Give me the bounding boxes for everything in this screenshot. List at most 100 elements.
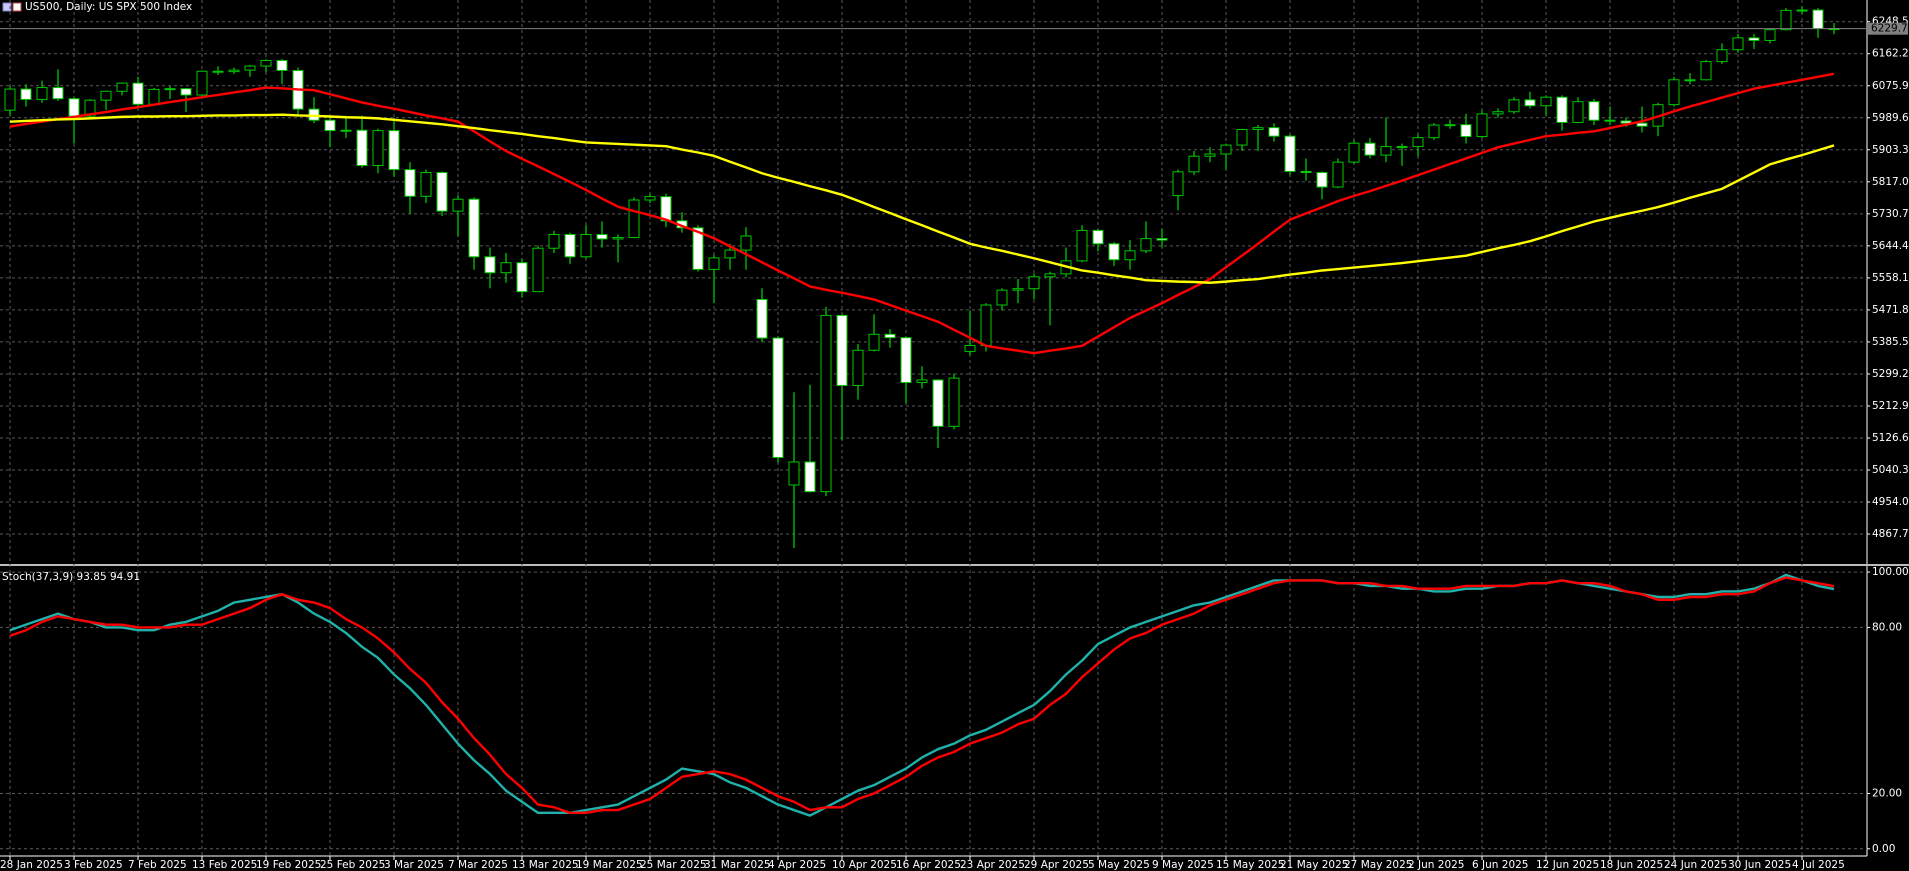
x-tick-label: 28 Jan 2025 [0, 859, 63, 871]
candle-body [1236, 128, 1248, 146]
candle-body [276, 59, 288, 71]
y-tick-label: 5385.5 [1872, 336, 1909, 348]
candle-body [340, 129, 352, 132]
x-tick-label: 2 Jun 2025 [1408, 859, 1464, 871]
candle-body [20, 88, 32, 100]
candle-body [1668, 79, 1680, 106]
candle-body [868, 333, 880, 351]
y-tick-label: 5644.4 [1872, 240, 1909, 252]
candle-body [1700, 61, 1712, 81]
chart-title: US500, Daily: US SPX 500 Index [25, 1, 192, 13]
x-tick-label: 7 Feb 2025 [128, 859, 187, 871]
candle-body [1604, 119, 1616, 122]
symbol-icon [2, 2, 12, 12]
x-tick-label: 25 Mar 2025 [640, 859, 707, 871]
candle-body [1284, 135, 1296, 172]
candle-body [788, 461, 800, 486]
candle-body [996, 289, 1008, 306]
candle-body [644, 196, 656, 201]
x-tick-label: 13 Mar 2025 [512, 859, 579, 871]
candle-body [1748, 37, 1760, 41]
x-tick-label: 18 Jun 2025 [1600, 859, 1663, 871]
candle-body [1172, 171, 1184, 197]
candle-body [84, 99, 96, 117]
x-tick-label: 3 Feb 2025 [64, 859, 123, 871]
candle-body [260, 59, 272, 67]
candle-body [628, 199, 640, 238]
candle-body [1348, 142, 1360, 163]
candle-body [1796, 9, 1808, 12]
candle-body [436, 172, 448, 212]
candle-body [1684, 79, 1696, 82]
candle-body [1812, 9, 1824, 30]
candle-body [1460, 124, 1472, 138]
candle-body [1332, 161, 1344, 188]
y-tick-label: 5558.1 [1872, 272, 1909, 284]
candle-body [1140, 238, 1152, 252]
x-tick-label: 4 Apr 2025 [768, 859, 826, 871]
chart-icon [12, 2, 22, 12]
candle-body [388, 130, 400, 171]
candle-body [1476, 113, 1488, 138]
candle-body [1092, 229, 1104, 245]
candle-body [1364, 142, 1376, 156]
candle-body [596, 234, 608, 240]
y-tick-label: 5817.0 [1872, 176, 1909, 188]
candle-body [1300, 170, 1312, 174]
candle-body [1396, 146, 1408, 149]
candle-body [148, 88, 160, 105]
candle-body [820, 314, 832, 493]
candle-body [4, 88, 16, 111]
candle-body [756, 298, 768, 339]
candle-body [740, 235, 752, 251]
x-tick-label: 12 Jun 2025 [1536, 859, 1599, 871]
candle-body [212, 70, 224, 73]
candle-body [692, 227, 704, 270]
y-tick-label: 4954.0 [1872, 496, 1909, 508]
candle-body [980, 304, 992, 346]
candle-body [580, 234, 592, 258]
candle-body [372, 130, 384, 166]
candle-body [228, 69, 240, 73]
candle-body [1636, 122, 1648, 127]
x-tick-label: 4 Jul 2025 [1792, 859, 1845, 871]
candle-body [116, 82, 128, 92]
candle-body [36, 87, 48, 100]
candle-body [196, 70, 208, 96]
candle-body [932, 379, 944, 427]
candle-body [356, 129, 368, 166]
x-tick-label: 30 Jun 2025 [1728, 859, 1791, 871]
candle-body [420, 172, 432, 197]
candle-body [1556, 96, 1568, 123]
last-price-box [1868, 22, 1908, 35]
candle-body [100, 90, 112, 101]
x-tick-label: 25 Feb 2025 [320, 859, 385, 871]
x-tick-label: 24 Jun 2025 [1664, 859, 1727, 871]
candle-body [1252, 127, 1264, 130]
y-tick-label: 5471.8 [1872, 304, 1909, 316]
candle-body [548, 234, 560, 249]
candle-body [708, 257, 720, 270]
candle-body [900, 337, 912, 384]
x-tick-label: 9 May 2025 [1152, 859, 1214, 871]
candle-body [132, 82, 144, 105]
x-tick-label: 23 Apr 2025 [960, 859, 1025, 871]
x-tick-label: 27 May 2025 [1344, 859, 1412, 871]
candle-body [1220, 144, 1232, 155]
indicator-title: Stoch(37,3,9) 93.85 94.91 [2, 571, 140, 583]
candle-body [1732, 37, 1744, 51]
y-tick-label: 5903.3 [1872, 144, 1909, 156]
candle-body [724, 249, 736, 259]
candle-body [564, 234, 576, 258]
candle-body [1108, 243, 1120, 261]
y-tick-label: 4867.7 [1872, 528, 1909, 540]
candle-body [164, 88, 176, 91]
y-tick-label: 20.00 [1872, 787, 1902, 799]
candle-body [1188, 155, 1200, 173]
y-tick-label: 6162.2 [1872, 48, 1909, 60]
candle-body [884, 333, 896, 339]
candle-body [244, 65, 256, 71]
candle-body [1428, 124, 1440, 139]
candle-body [1204, 153, 1216, 157]
